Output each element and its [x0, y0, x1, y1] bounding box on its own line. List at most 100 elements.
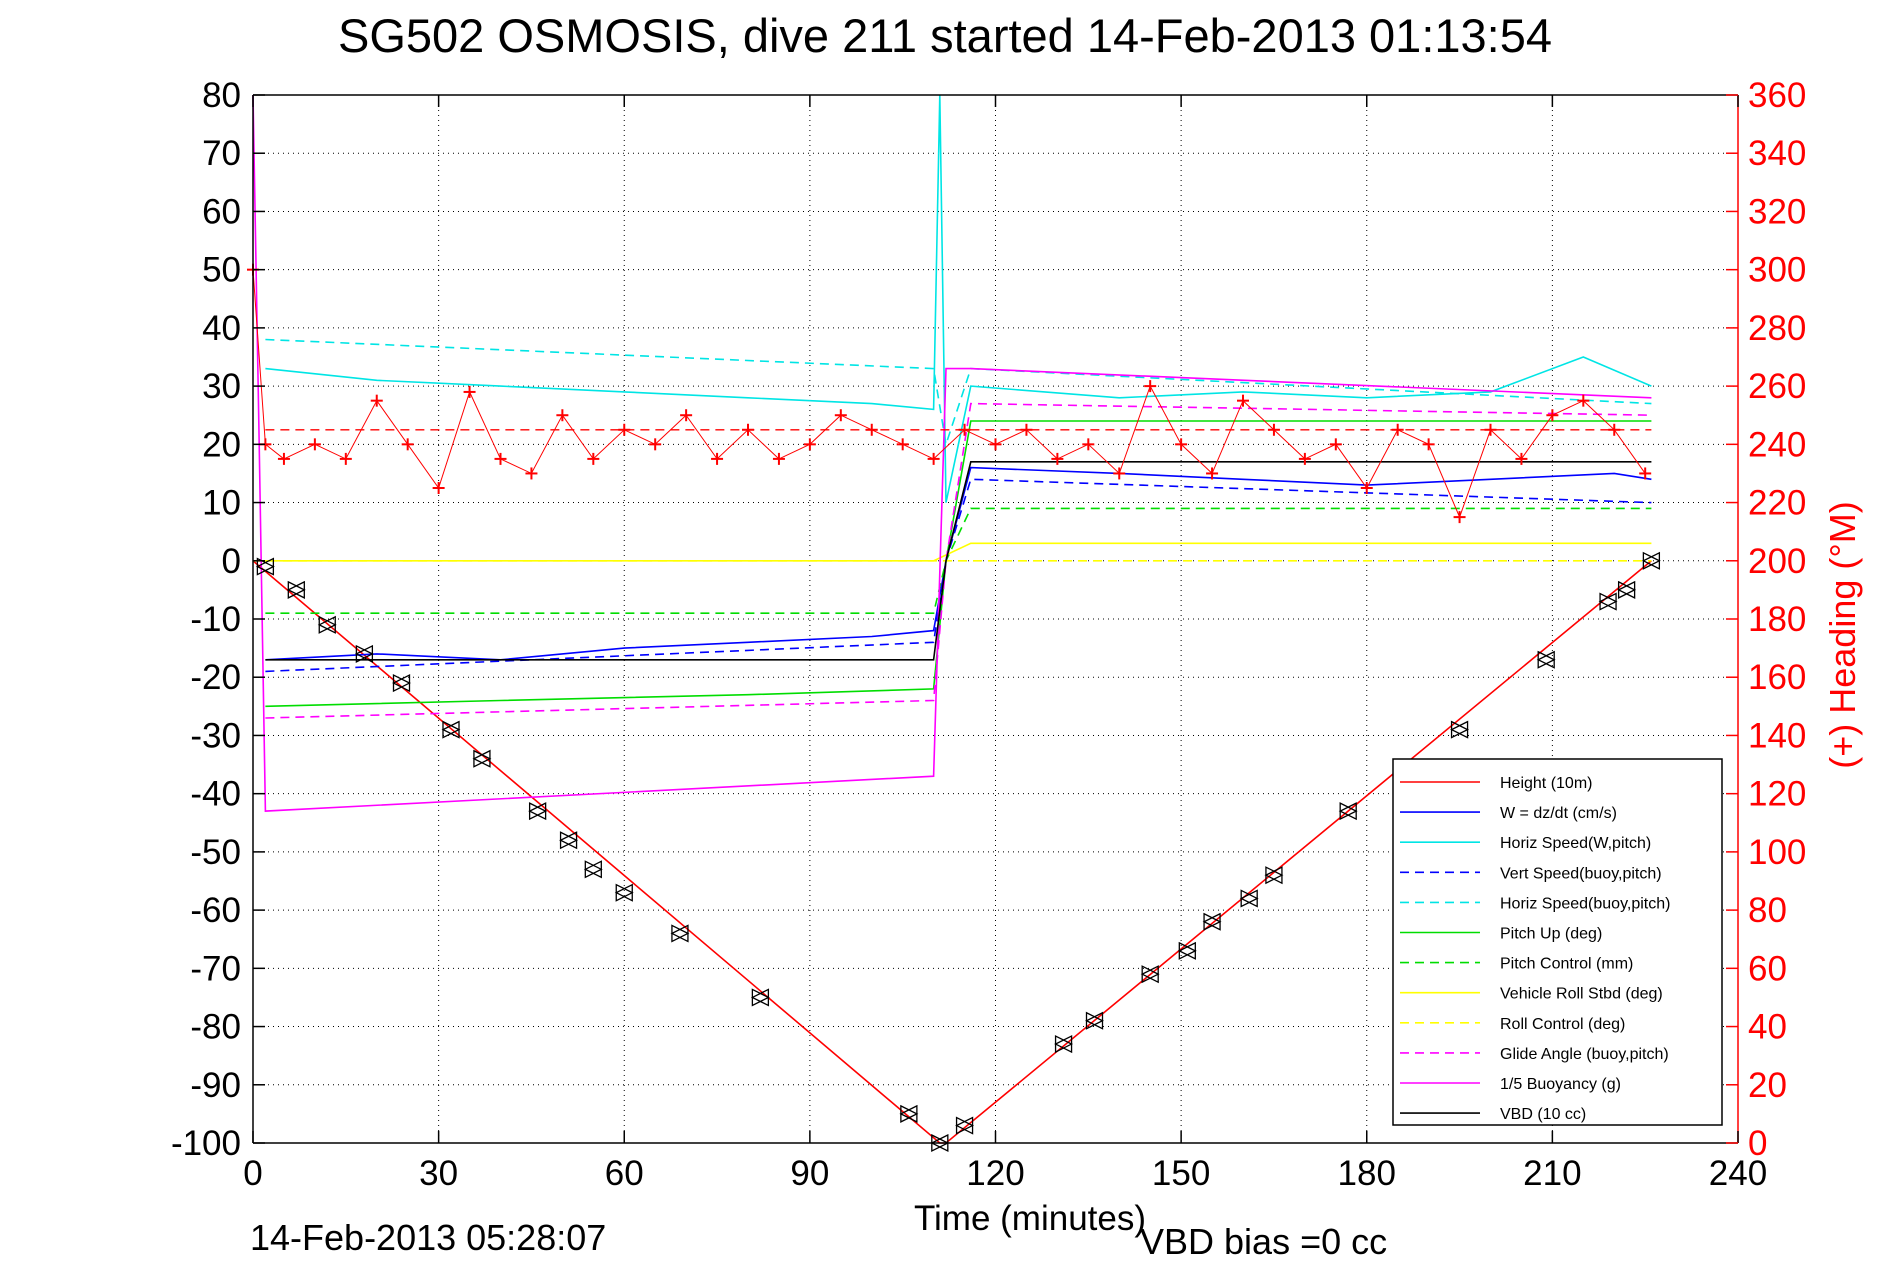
y-left-tick-label: -50 — [190, 833, 241, 872]
depth-marker — [528, 802, 548, 821]
heading-point — [1298, 452, 1311, 465]
y-left-tick-label: -60 — [190, 891, 241, 930]
heading-point — [1144, 380, 1157, 393]
depth-marker-left-tri — [955, 1116, 974, 1135]
series-line-2 — [265, 94, 1652, 503]
heading-point — [1051, 452, 1064, 465]
depth-marker — [441, 720, 461, 739]
heading-point — [1360, 482, 1373, 494]
depth-marker-left-tri — [392, 673, 411, 693]
y-left-tick-label: -20 — [190, 658, 241, 697]
heading-point — [339, 452, 352, 465]
depth-marker-left-tri — [255, 557, 275, 576]
depth-marker — [1202, 912, 1222, 931]
heading-point — [1453, 511, 1466, 524]
y-left-tick-label: -30 — [190, 716, 241, 755]
depth-marker — [614, 883, 634, 902]
heading-point — [989, 438, 1002, 451]
series-layer — [252, 94, 1652, 1144]
depth-marker — [1239, 889, 1259, 908]
depth-marker-left-tri — [1264, 866, 1283, 885]
y-right-tick-label: 300 — [1748, 251, 1806, 290]
depth-marker — [955, 1116, 975, 1135]
y-right-tick-label: 160 — [1748, 658, 1806, 697]
heading-point — [742, 423, 754, 436]
y-right-tick-label: 60 — [1748, 949, 1787, 988]
y-left-tick-label: 40 — [202, 309, 241, 348]
depth-marker-left-tri — [670, 924, 689, 943]
depth-marker-left-tri — [1177, 941, 1196, 960]
y-right-tick-label: 120 — [1748, 775, 1806, 814]
y-left-tick-label: 80 — [202, 76, 241, 115]
heading-point — [803, 438, 816, 451]
depth-marker — [899, 1104, 919, 1123]
y-right-tick-label: 320 — [1748, 192, 1806, 231]
y-right-tick-label: 40 — [1748, 1008, 1787, 1047]
depth-marker-left-tri — [899, 1104, 918, 1123]
y-right-tick-label: 140 — [1748, 716, 1806, 755]
series-line-11 — [265, 460, 1652, 661]
depth-marker — [1450, 720, 1470, 739]
heading-point — [1020, 423, 1033, 436]
x-tick-label: 60 — [605, 1154, 644, 1193]
heading-point — [1484, 423, 1497, 436]
depth-marker-left-tri — [614, 883, 633, 902]
legend-label-10: 1/5 Buoyancy (g) — [1500, 1076, 1621, 1093]
x-tick-label: 90 — [790, 1154, 829, 1193]
depth-marker-left-tri — [750, 988, 770, 1007]
depth-marker — [1085, 1011, 1104, 1030]
heading-point — [525, 467, 538, 480]
x-tick-label: 240 — [1709, 1154, 1767, 1193]
heading-point — [896, 438, 909, 451]
depth-marker — [317, 615, 337, 634]
legend-label-8: Roll Control (deg) — [1500, 1016, 1625, 1033]
heading-point — [494, 452, 507, 465]
heading-point — [1391, 423, 1404, 436]
marker-layer — [247, 263, 1661, 1153]
depth-marker — [1338, 802, 1358, 821]
depth-marker — [1054, 1034, 1074, 1054]
heading-point — [927, 452, 940, 465]
x-tick-label: 30 — [419, 1154, 458, 1193]
heading-point — [1206, 467, 1219, 480]
legend-label-7: Vehicle Roll Stbd (deg) — [1500, 986, 1663, 1003]
depth-marker-left-tri — [1536, 650, 1555, 669]
y-right-tick-label: 0 — [1748, 1124, 1767, 1163]
heading-point — [618, 423, 631, 436]
chart-title: SG502 OSMOSIS, dive 211 started 14-Feb-2… — [338, 9, 1552, 62]
depth-marker-left-tri — [441, 720, 460, 739]
heading-point — [1422, 438, 1435, 451]
heading-point — [1237, 394, 1249, 407]
depth-marker-left-tri — [1140, 965, 1159, 984]
heading-point — [1329, 438, 1342, 451]
y-right-tick-label: 100 — [1748, 833, 1806, 872]
depth-marker — [286, 580, 306, 599]
heading-point — [834, 409, 847, 422]
y-left-tick-label: -10 — [190, 600, 241, 639]
x-tick-label: 180 — [1338, 1154, 1396, 1193]
footer-timestamp: 14-Feb-2013 05:28:07 — [250, 1217, 606, 1258]
legend-label-11: VBD (10 cc) — [1500, 1106, 1586, 1123]
depth-marker-left-tri — [1598, 592, 1617, 611]
x-tick-label: 210 — [1523, 1154, 1581, 1193]
series-line-4 — [265, 338, 1652, 445]
depth-marker — [670, 924, 690, 943]
depth-marker — [1264, 866, 1284, 885]
y-right-tick-label: 200 — [1748, 542, 1806, 581]
legend-label-0: Height (10m) — [1500, 775, 1592, 792]
depth-marker-left-tri — [317, 615, 336, 634]
x-axis-label: Time (minutes) — [914, 1199, 1146, 1238]
depth-marker — [1617, 580, 1637, 599]
depth-marker-left-tri — [528, 802, 547, 821]
heading-point — [432, 482, 445, 494]
y-left-tick-label: 30 — [202, 367, 241, 406]
y-right-tick-label: 20 — [1748, 1066, 1787, 1105]
y-left-tick-label: -90 — [190, 1066, 241, 1105]
legend-items: Height (10m) W = dz/dt (cm/s) Horiz Speed(… — [1400, 775, 1670, 1123]
heading-point — [587, 452, 600, 465]
depth-marker-left-tri — [472, 749, 491, 768]
y-right-tick-label: 80 — [1748, 891, 1787, 930]
heading-point — [463, 385, 476, 398]
heading-point — [1113, 467, 1126, 480]
depth-marker-left-tri — [1617, 580, 1636, 599]
